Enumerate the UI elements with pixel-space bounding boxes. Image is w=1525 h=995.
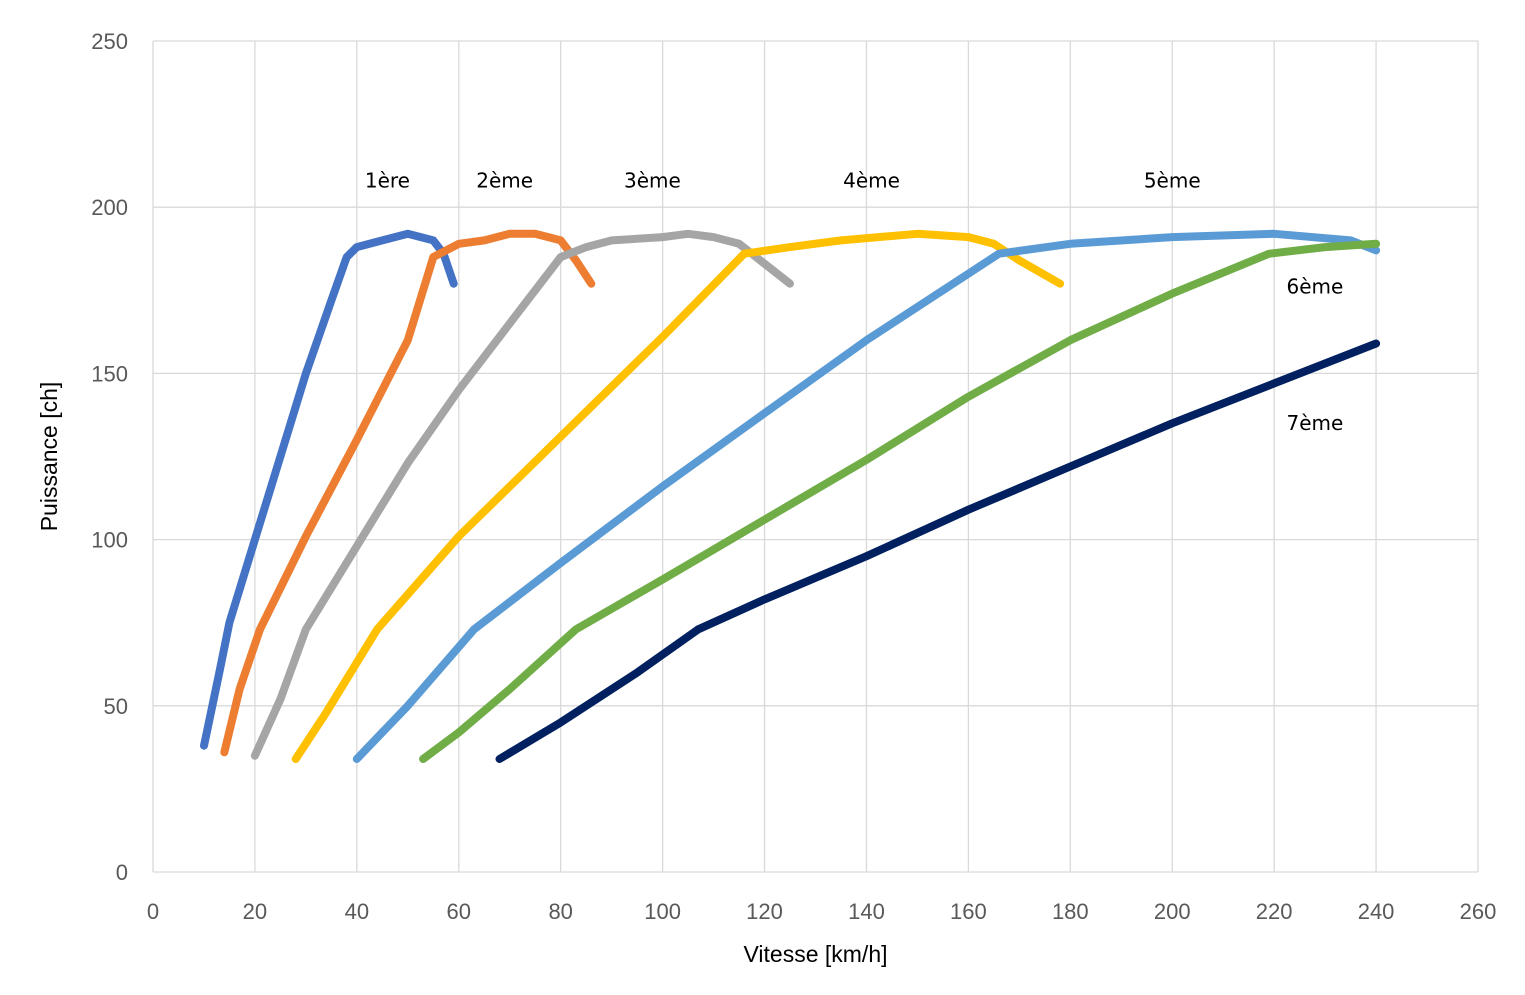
series-annotation: 5ème: [1144, 168, 1201, 192]
x-tick-label: 140: [848, 899, 885, 924]
x-tick-label: 20: [243, 899, 267, 924]
series-line-3: [250, 229, 794, 760]
y-tick-label: 150: [91, 361, 128, 386]
series-line-1: [200, 229, 458, 750]
series-annotation: 2ème: [476, 168, 533, 192]
y-tick-label: 250: [91, 29, 128, 54]
series-annotation: 7ème: [1287, 411, 1344, 435]
x-tick-label: 220: [1256, 899, 1293, 924]
x-tick-label: 120: [746, 899, 783, 924]
y-tick-label: 100: [91, 528, 128, 553]
x-axis-title: Vitesse [km/h]: [743, 941, 887, 967]
series-annotation: 4ème: [843, 168, 900, 192]
x-tick-label: 0: [147, 899, 159, 924]
x-tick-label: 240: [1358, 899, 1395, 924]
x-tick-label: 260: [1460, 899, 1497, 924]
series-line-5: [352, 229, 1381, 763]
y-axis-title: Puissance [ch]: [36, 382, 62, 532]
series-line-4: [291, 229, 1065, 763]
x-tick-label: 100: [644, 899, 681, 924]
x-tick-label: 180: [1052, 899, 1089, 924]
x-tick-label: 200: [1154, 899, 1191, 924]
series-labels: 1ère 2ème 3ème 4ème 5ème 6ème 7ème: [365, 168, 1343, 435]
y-tick-label: 50: [104, 694, 128, 719]
series-line-2: [220, 229, 596, 757]
series-line-6: [419, 239, 1381, 763]
series-line-7: [495, 339, 1381, 763]
x-tick-label: 80: [548, 899, 572, 924]
y-tick-label: 200: [91, 195, 128, 220]
x-tick-label: 40: [345, 899, 369, 924]
series-annotation: 1ère: [365, 168, 410, 192]
series-lines: [200, 229, 1381, 763]
series-annotation: 3ème: [624, 168, 681, 192]
tick-labels: 0 50 100 150 200 250 0 20 40 60 80 100 120 140 160 180 2…: [91, 29, 1496, 924]
x-tick-label: 160: [950, 899, 987, 924]
x-tick-label: 60: [447, 899, 471, 924]
series-annotation: 6ème: [1287, 275, 1344, 299]
y-tick-label: 0: [116, 860, 128, 885]
